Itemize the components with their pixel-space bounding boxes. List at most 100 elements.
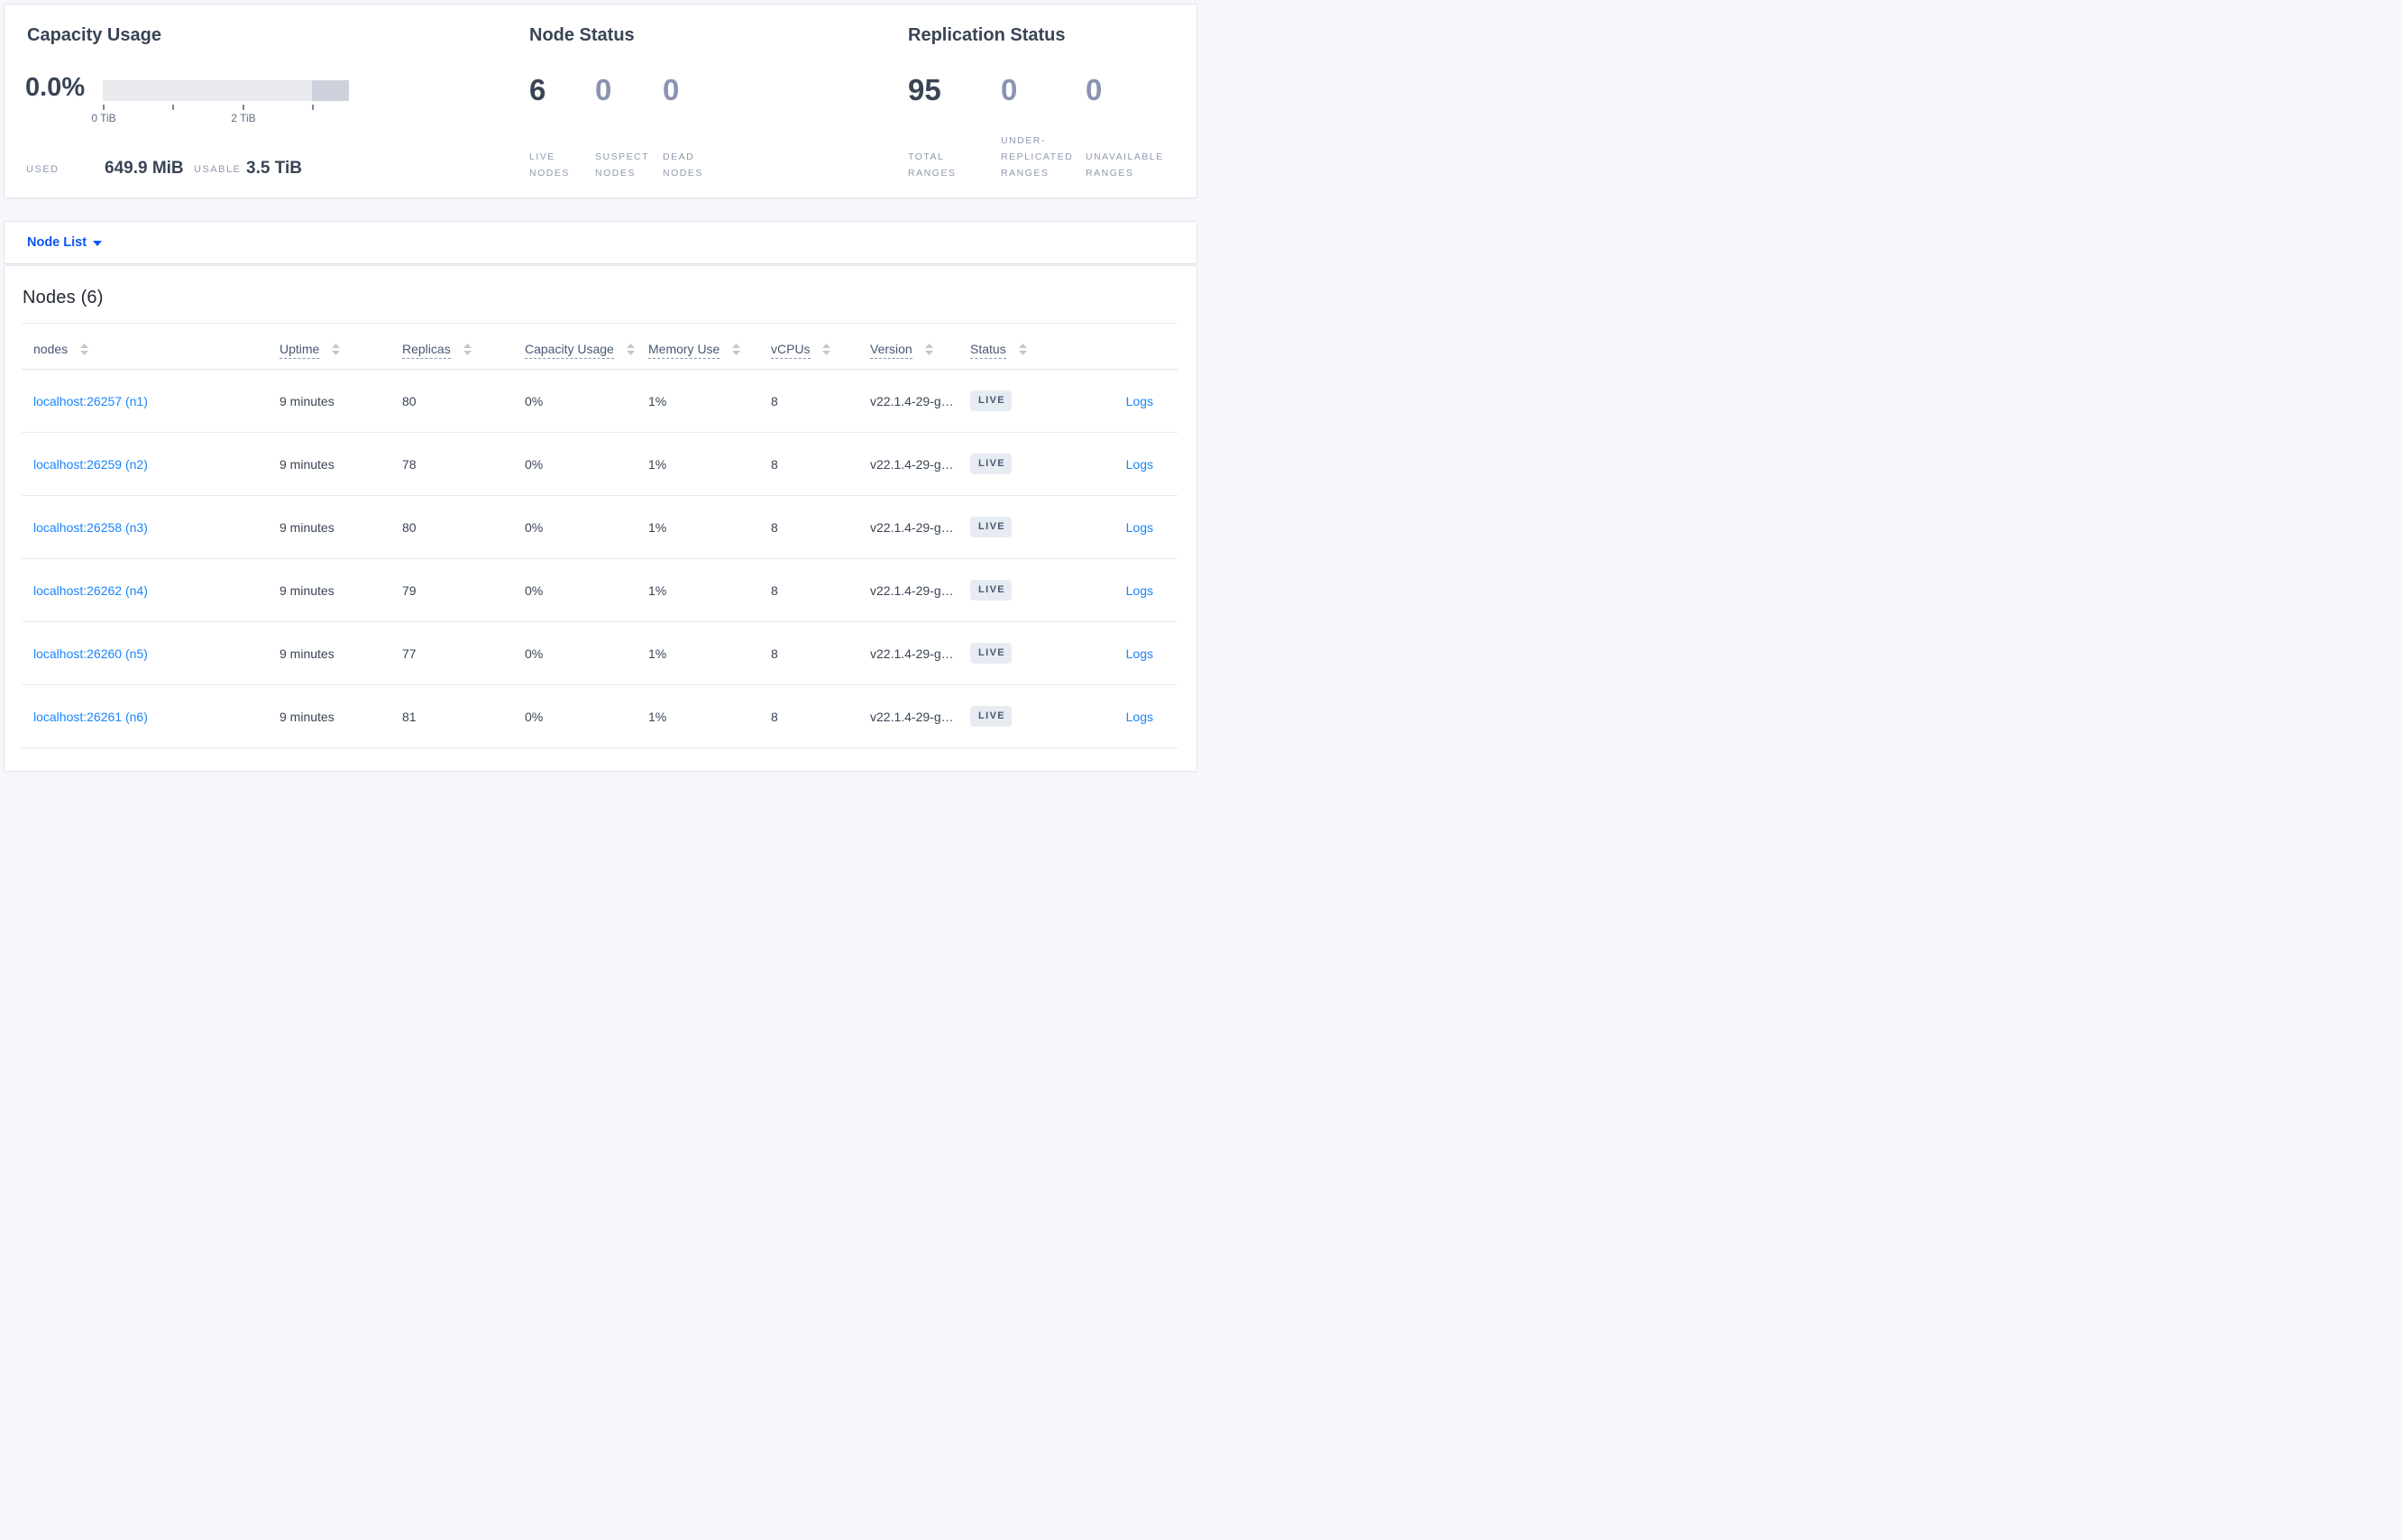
node-link[interactable]: localhost:26257 (n1) [33, 393, 148, 408]
sort-icon[interactable] [1018, 344, 1027, 355]
vcpus-cell: 8 [771, 558, 870, 622]
nodes-panel: Nodes (6) nodes Uptime Replicas [4, 265, 1197, 772]
metric-label: DEAD NODES [663, 151, 703, 179]
node-row: localhost:26257 (n1) 9 minutes 80 0% 1% … [22, 369, 1178, 433]
column-header[interactable]: Status [970, 323, 1069, 370]
version-cell: v22.1.4-29-g… [870, 684, 970, 748]
capacity-usage-cell: 0% [525, 558, 648, 622]
used-label: USED [26, 164, 60, 175]
axis-tick-label: 0 TiB [91, 112, 116, 124]
node-row: localhost:26258 (n3) 9 minutes 80 0% 1% … [22, 495, 1178, 559]
status-cell: LIVE [970, 432, 1069, 496]
logs-cell: Logs [1069, 432, 1178, 496]
sort-icon[interactable] [924, 344, 933, 355]
status-badge: LIVE [970, 643, 1013, 664]
column-header[interactable]: Uptime [280, 323, 402, 370]
metric-label: UNAVAILABLE RANGES [1086, 151, 1164, 179]
column-header[interactable]: Capacity Usage [525, 323, 648, 370]
sort-icon[interactable] [626, 344, 635, 355]
column-header[interactable]: Replicas [402, 323, 525, 370]
node-list-dropdown[interactable]: Node List [4, 221, 1197, 264]
version-cell: v22.1.4-29-g… [870, 432, 970, 496]
vcpus-cell: 8 [771, 369, 870, 433]
logs-cell: Logs [1069, 558, 1178, 622]
node-cell: localhost:26257 (n1) [22, 369, 280, 433]
version-cell: v22.1.4-29-g… [870, 621, 970, 685]
memory-use-cell: 1% [648, 495, 771, 559]
status-cell: LIVE [970, 369, 1069, 433]
metric-value: 0 [595, 73, 612, 106]
capacity-usage-cell: 0% [525, 495, 648, 559]
version-cell: v22.1.4-29-g… [870, 369, 970, 433]
node-cell: localhost:26260 (n5) [22, 621, 280, 685]
node-row: localhost:26260 (n5) 9 minutes 77 0% 1% … [22, 621, 1178, 685]
status-badge: LIVE [970, 390, 1013, 411]
logs-link[interactable]: Logs [1125, 456, 1153, 472]
sort-icon[interactable] [732, 344, 741, 355]
logs-link[interactable]: Logs [1125, 646, 1153, 661]
uptime-cell: 9 minutes [280, 621, 402, 685]
axis-tick [103, 105, 105, 110]
node-link[interactable]: localhost:26261 (n6) [33, 709, 148, 724]
capacity-bar-reserved-segment [312, 80, 349, 101]
status-cell: LIVE [970, 684, 1069, 748]
logs-cell: Logs [1069, 495, 1178, 559]
capacity-usage-cell: 0% [525, 621, 648, 685]
axis-tick [243, 105, 244, 110]
capacity-usage-percent: 0.0% [25, 73, 86, 102]
capacity-usage-cell: 0% [525, 684, 648, 748]
vcpus-cell: 8 [771, 621, 870, 685]
uptime-cell: 9 minutes [280, 684, 402, 748]
status-cell: LIVE [970, 558, 1069, 622]
node-row: localhost:26262 (n4) 9 minutes 79 0% 1% … [22, 558, 1178, 622]
column-header[interactable]: vCPUs [771, 323, 870, 370]
node-list-dropdown-label[interactable]: Node List [27, 235, 87, 250]
cluster-summary-panel: Capacity Usage 0.0% 0 TiB 2 TiB USED 649… [4, 4, 1197, 198]
logs-link[interactable]: Logs [1125, 709, 1153, 724]
logs-link[interactable]: Logs [1125, 519, 1153, 535]
uptime-cell: 9 minutes [280, 369, 402, 433]
capacity-usage-cell: 0% [525, 432, 648, 496]
capacity-usage-title: Capacity Usage [27, 25, 161, 45]
axis-tick [172, 105, 174, 110]
version-cell: v22.1.4-29-g… [870, 558, 970, 622]
used-value: 649.9 MiB [105, 159, 184, 178]
replicas-cell: 81 [402, 684, 525, 748]
sort-icon[interactable] [463, 344, 472, 355]
node-link[interactable]: localhost:26262 (n4) [33, 582, 148, 598]
node-link[interactable]: localhost:26258 (n3) [33, 519, 148, 535]
sort-icon[interactable] [822, 344, 831, 355]
chevron-down-icon [93, 241, 102, 246]
uptime-cell: 9 minutes [280, 432, 402, 496]
node-link[interactable]: localhost:26260 (n5) [33, 646, 148, 661]
capacity-usage-bar: 0 TiB 2 TiB [91, 80, 349, 124]
status-badge: LIVE [970, 580, 1013, 600]
metric-label: LIVE NODES [529, 151, 570, 179]
status-badge: LIVE [970, 517, 1013, 537]
status-cell: LIVE [970, 495, 1069, 559]
logs-link[interactable]: Logs [1125, 582, 1153, 598]
replication-status-title: Replication Status [908, 25, 1066, 45]
axis-tick-label: 2 TiB [231, 112, 256, 124]
node-row: localhost:26259 (n2) 9 minutes 78 0% 1% … [22, 432, 1178, 496]
sort-icon[interactable] [80, 344, 89, 355]
vcpus-cell: 8 [771, 495, 870, 559]
node-link[interactable]: localhost:26259 (n2) [33, 456, 148, 472]
sort-icon[interactable] [332, 344, 341, 355]
memory-use-cell: 1% [648, 432, 771, 496]
replicas-cell: 78 [402, 432, 525, 496]
memory-use-cell: 1% [648, 621, 771, 685]
logs-link[interactable]: Logs [1125, 393, 1153, 408]
memory-use-cell: 1% [648, 369, 771, 433]
column-header[interactable]: nodes [22, 323, 280, 370]
column-header[interactable]: Version [870, 323, 970, 370]
capacity-usage-cell: 0% [525, 369, 648, 433]
memory-use-cell: 1% [648, 558, 771, 622]
column-header[interactable]: Memory Use [648, 323, 771, 370]
node-cell: localhost:26258 (n3) [22, 495, 280, 559]
memory-use-cell: 1% [648, 684, 771, 748]
vcpus-cell: 8 [771, 684, 870, 748]
version-cell: v22.1.4-29-g… [870, 495, 970, 559]
metric-label: SUSPECT NODES [595, 151, 649, 179]
logs-cell: Logs [1069, 369, 1178, 433]
